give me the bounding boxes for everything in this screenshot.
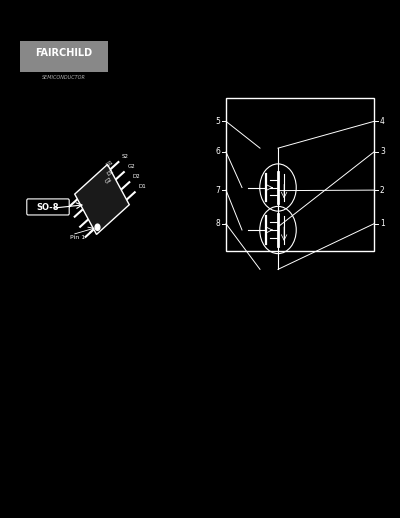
Text: Pin 1: Pin 1 [70, 235, 85, 240]
Text: 2: 2 [380, 185, 385, 195]
Text: G2: G2 [104, 177, 113, 185]
Text: D1: D1 [105, 160, 114, 168]
Bar [20, 70, 108, 72]
Text: 7: 7 [215, 185, 220, 195]
Text: 8: 8 [215, 219, 220, 228]
Polygon shape [75, 164, 129, 235]
Text: 5: 5 [215, 117, 220, 126]
Text: 3: 3 [380, 148, 385, 156]
Circle shape [95, 224, 100, 231]
Text: S2: S2 [122, 154, 129, 159]
FancyBboxPatch shape [27, 199, 69, 215]
Bar [226, 98, 374, 251]
Text: FAIRCHILD: FAIRCHILD [36, 48, 92, 58]
Text: 6: 6 [215, 148, 220, 156]
Text: SEMICONDUCTOR: SEMICONDUCTOR [42, 75, 86, 80]
Bar [20, 41, 108, 70]
Text: D2: D2 [106, 168, 115, 177]
Text: G2: G2 [128, 164, 135, 169]
Text: 4: 4 [380, 117, 385, 126]
Text: D1: D1 [138, 184, 146, 189]
Text: 1: 1 [380, 219, 385, 228]
Text: D2: D2 [133, 174, 141, 179]
Text: SO-8: SO-8 [37, 203, 59, 212]
